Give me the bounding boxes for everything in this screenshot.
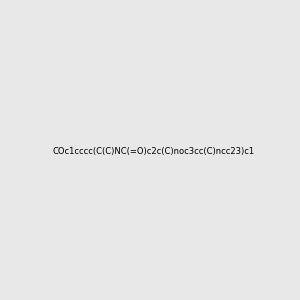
Text: COc1cccc(C(C)NC(=O)c2c(C)noc3cc(C)ncc23)c1: COc1cccc(C(C)NC(=O)c2c(C)noc3cc(C)ncc23)… bbox=[53, 147, 255, 156]
